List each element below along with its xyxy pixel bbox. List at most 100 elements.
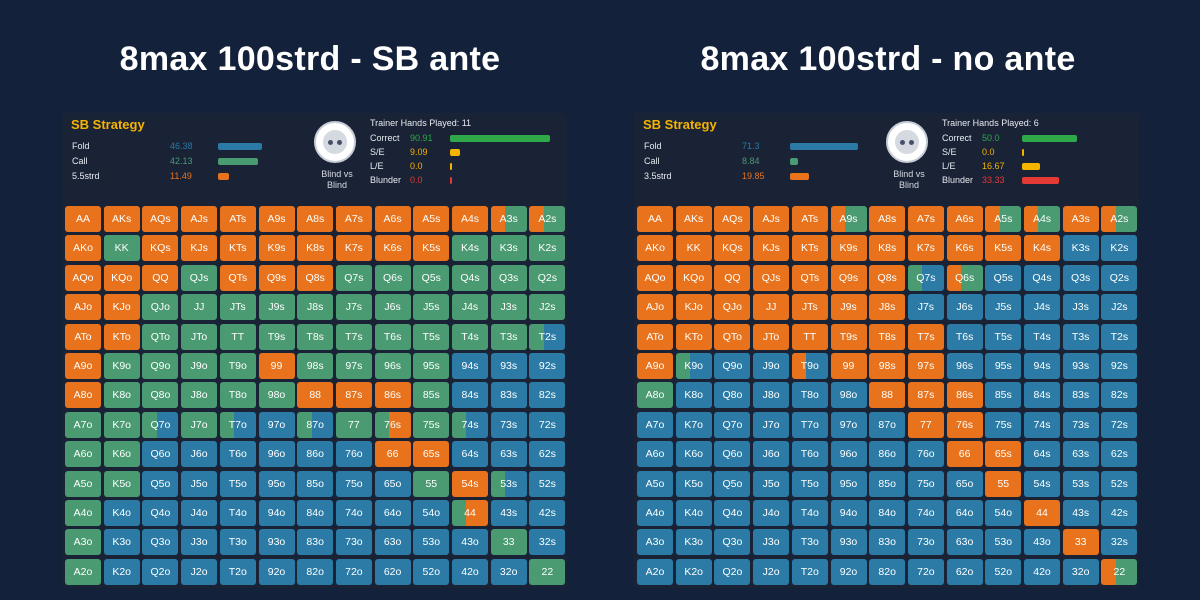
hand-cell-qq[interactable]: QQ	[142, 264, 179, 291]
hand-cell-43s[interactable]: 43s	[490, 500, 527, 526]
hand-cell-q9o[interactable]: Q9o	[142, 353, 179, 379]
hand-cell-j3s[interactable]: J3s	[1062, 294, 1099, 321]
hand-cell-t8o[interactable]: T8o	[219, 382, 256, 409]
hand-cell-73o[interactable]: 73o	[335, 529, 372, 556]
hand-cell-86o[interactable]: 86o	[869, 441, 906, 468]
hand-cell-q9o[interactable]: Q9o	[714, 353, 751, 379]
hand-cell-a5o[interactable]: A5o	[65, 470, 101, 497]
hand-cell-75o[interactable]: 75o	[907, 470, 944, 497]
hand-cell-ako[interactable]: AKo	[65, 235, 101, 262]
hand-cell-93s[interactable]: 93s	[490, 353, 527, 379]
hand-cell-q5o[interactable]: Q5o	[714, 470, 751, 497]
hand-cell-qto[interactable]: QTo	[714, 323, 751, 350]
hand-cell-a9s[interactable]: A9s	[830, 206, 867, 232]
hand-cell-t3o[interactable]: T3o	[791, 529, 828, 556]
hand-cell-42s[interactable]: 42s	[529, 500, 566, 526]
hand-cell-t5o[interactable]: T5o	[219, 470, 256, 497]
hand-cell-t7s[interactable]: T7s	[907, 323, 944, 350]
hand-cell-a4o[interactable]: A4o	[65, 500, 101, 526]
hand-cell-k9s[interactable]: K9s	[258, 235, 295, 262]
hand-cell-a9o[interactable]: A9o	[637, 353, 673, 379]
hand-cell-94o[interactable]: 94o	[258, 500, 295, 526]
hand-cell-j4s[interactable]: J4s	[452, 294, 488, 321]
hand-cell-96s[interactable]: 96s	[374, 353, 411, 379]
hand-cell-aks[interactable]: AKs	[103, 206, 140, 232]
hand-cell-62o[interactable]: 62o	[946, 558, 983, 585]
hand-cell-kjs[interactable]: KJs	[753, 235, 790, 262]
hand-cell-k4s[interactable]: K4s	[452, 235, 488, 262]
hand-cell-kqs[interactable]: KQs	[714, 235, 751, 262]
hand-cell-55[interactable]: 55	[413, 470, 450, 497]
hand-cell-t2o[interactable]: T2o	[791, 558, 828, 585]
hand-cell-86s[interactable]: 86s	[374, 382, 411, 409]
hand-cell-q4o[interactable]: Q4o	[714, 500, 751, 526]
hand-cell-64s[interactable]: 64s	[452, 441, 488, 468]
hand-cell-j9o[interactable]: J9o	[181, 353, 218, 379]
hand-cell-t9s[interactable]: T9s	[258, 323, 295, 350]
hand-cell-k4o[interactable]: K4o	[675, 500, 712, 526]
hand-cell-82o[interactable]: 82o	[869, 558, 906, 585]
hand-cell-j5s[interactable]: J5s	[985, 294, 1022, 321]
hand-cell-a4o[interactable]: A4o	[637, 500, 673, 526]
hand-cell-95o[interactable]: 95o	[830, 470, 867, 497]
hand-cell-72s[interactable]: 72s	[1101, 411, 1138, 438]
hand-cell-74o[interactable]: 74o	[335, 500, 372, 526]
hand-cell-ajs[interactable]: AJs	[753, 206, 790, 232]
hand-cell-99[interactable]: 99	[258, 353, 295, 379]
hand-cell-82s[interactable]: 82s	[529, 382, 566, 409]
hand-cell-a3o[interactable]: A3o	[65, 529, 101, 556]
hand-cell-q8o[interactable]: Q8o	[142, 382, 179, 409]
hand-cell-73s[interactable]: 73s	[1062, 411, 1099, 438]
hand-cell-k9o[interactable]: K9o	[675, 353, 712, 379]
hand-cell-a5o[interactable]: A5o	[637, 470, 673, 497]
hand-cell-a2o[interactable]: A2o	[65, 558, 101, 585]
hand-cell-t6o[interactable]: T6o	[219, 441, 256, 468]
hand-cell-q9s[interactable]: Q9s	[258, 264, 295, 291]
hand-cell-62s[interactable]: 62s	[1101, 441, 1138, 468]
hand-cell-a3o[interactable]: A3o	[637, 529, 673, 556]
hand-cell-j8o[interactable]: J8o	[753, 382, 790, 409]
hand-cell-t6s[interactable]: T6s	[946, 323, 983, 350]
hand-cell-kk[interactable]: KK	[103, 235, 140, 262]
hand-cell-tt[interactable]: TT	[791, 323, 828, 350]
hand-cell-a8o[interactable]: A8o	[637, 382, 673, 409]
hand-cell-k3s[interactable]: K3s	[490, 235, 527, 262]
hand-cell-98o[interactable]: 98o	[830, 382, 867, 409]
hand-cell-t7s[interactable]: T7s	[335, 323, 372, 350]
hand-cell-44[interactable]: 44	[452, 500, 488, 526]
hand-cell-93o[interactable]: 93o	[830, 529, 867, 556]
hand-cell-j8s[interactable]: J8s	[297, 294, 334, 321]
hand-cell-75s[interactable]: 75s	[413, 411, 450, 438]
hand-cell-k7o[interactable]: K7o	[103, 411, 140, 438]
hand-cell-52s[interactable]: 52s	[1101, 470, 1138, 497]
hand-cell-jto[interactable]: JTo	[181, 323, 218, 350]
hand-cell-kts[interactable]: KTs	[219, 235, 256, 262]
hand-cell-k8s[interactable]: K8s	[297, 235, 334, 262]
hand-cell-k5o[interactable]: K5o	[103, 470, 140, 497]
hand-cell-99[interactable]: 99	[830, 353, 867, 379]
hand-cell-32o[interactable]: 32o	[490, 558, 527, 585]
hand-cell-k7s[interactable]: K7s	[335, 235, 372, 262]
hand-cell-q7s[interactable]: Q7s	[335, 264, 372, 291]
hand-cell-aa[interactable]: AA	[637, 206, 673, 232]
hand-cell-75o[interactable]: 75o	[335, 470, 372, 497]
hand-cell-83o[interactable]: 83o	[869, 529, 906, 556]
hand-cell-63o[interactable]: 63o	[946, 529, 983, 556]
hand-cell-aqs[interactable]: AQs	[142, 206, 179, 232]
hand-cell-77[interactable]: 77	[907, 411, 944, 438]
hand-cell-kqs[interactable]: KQs	[142, 235, 179, 262]
hand-cell-52o[interactable]: 52o	[985, 558, 1022, 585]
hand-cell-ato[interactable]: ATo	[65, 323, 101, 350]
hand-cell-kqo[interactable]: KQo	[675, 264, 712, 291]
hand-cell-65s[interactable]: 65s	[985, 441, 1022, 468]
hand-cell-64o[interactable]: 64o	[374, 500, 411, 526]
hand-cell-t4s[interactable]: T4s	[1024, 323, 1060, 350]
hand-cell-t3s[interactable]: T3s	[490, 323, 527, 350]
hand-cell-jj[interactable]: JJ	[753, 294, 790, 321]
hand-cell-a5s[interactable]: A5s	[413, 206, 450, 232]
hand-cell-q2o[interactable]: Q2o	[142, 558, 179, 585]
hand-cell-64o[interactable]: 64o	[946, 500, 983, 526]
hand-cell-j8o[interactable]: J8o	[181, 382, 218, 409]
hand-cell-88[interactable]: 88	[869, 382, 906, 409]
hand-cell-85s[interactable]: 85s	[413, 382, 450, 409]
